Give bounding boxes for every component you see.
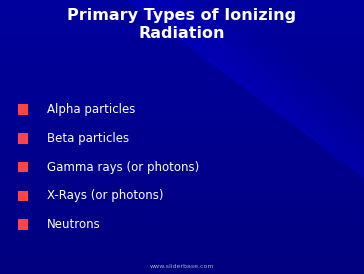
Text: X-Rays (or photons): X-Rays (or photons) xyxy=(47,189,164,202)
FancyBboxPatch shape xyxy=(18,191,28,201)
FancyBboxPatch shape xyxy=(18,133,28,144)
FancyBboxPatch shape xyxy=(18,162,28,172)
Text: Primary Types of Ionizing
Radiation: Primary Types of Ionizing Radiation xyxy=(67,8,297,41)
Text: Gamma rays (or photons): Gamma rays (or photons) xyxy=(47,161,199,174)
FancyBboxPatch shape xyxy=(18,219,28,230)
FancyBboxPatch shape xyxy=(18,104,28,115)
Text: Alpha particles: Alpha particles xyxy=(47,103,136,116)
Text: Neutrons: Neutrons xyxy=(47,218,101,231)
Text: www.sliderbase.com: www.sliderbase.com xyxy=(150,264,214,269)
Text: Beta particles: Beta particles xyxy=(47,132,130,145)
